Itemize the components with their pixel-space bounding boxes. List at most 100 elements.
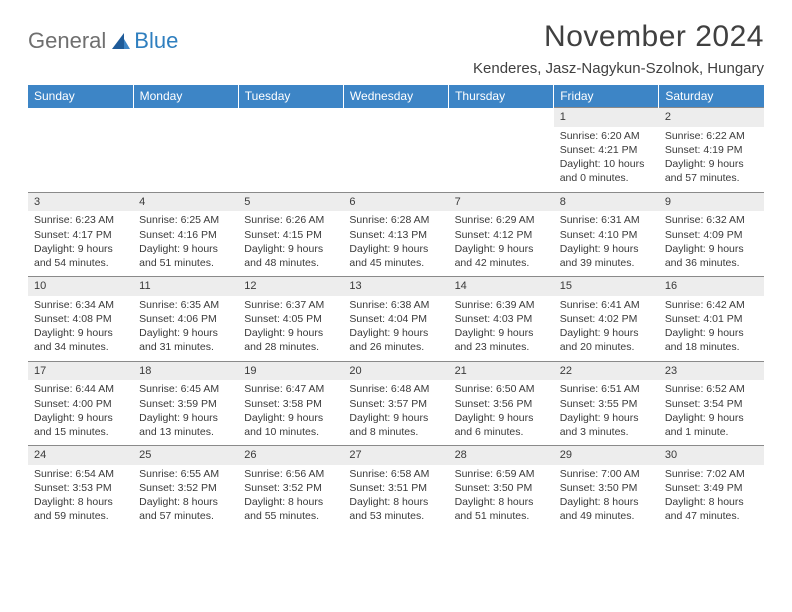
sunset-line: Sunset: 3:52 PM bbox=[244, 481, 337, 495]
day-number: 11 bbox=[139, 280, 150, 292]
day-number: 19 bbox=[244, 365, 256, 377]
day-number-cell: 30 bbox=[659, 446, 764, 465]
logo: General Blue bbox=[28, 28, 178, 54]
daylight-line: Daylight: 9 hours bbox=[349, 411, 442, 425]
day-data-cell: Sunrise: 6:35 AMSunset: 4:06 PMDaylight:… bbox=[133, 296, 238, 361]
day-number-cell: 13 bbox=[343, 277, 448, 296]
week-daynum-row: 24252627282930 bbox=[28, 446, 764, 465]
day-number: 26 bbox=[244, 449, 256, 461]
sunrise-line: Sunrise: 6:39 AM bbox=[455, 298, 548, 312]
daylight-line: and 34 minutes. bbox=[34, 340, 127, 354]
week-daynum-row: 10111213141516 bbox=[28, 277, 764, 296]
daylight-line: and 3 minutes. bbox=[560, 425, 653, 439]
day-data-cell: Sunrise: 7:02 AMSunset: 3:49 PMDaylight:… bbox=[659, 465, 764, 530]
day-number-cell: 16 bbox=[659, 277, 764, 296]
day-header-row: Sunday Monday Tuesday Wednesday Thursday… bbox=[28, 85, 764, 108]
day-data-cell: Sunrise: 6:47 AMSunset: 3:58 PMDaylight:… bbox=[238, 380, 343, 445]
daylight-line: and 0 minutes. bbox=[560, 171, 653, 185]
sunset-line: Sunset: 4:00 PM bbox=[34, 397, 127, 411]
daylight-line: Daylight: 8 hours bbox=[665, 495, 758, 509]
day-data-cell: Sunrise: 6:42 AMSunset: 4:01 PMDaylight:… bbox=[659, 296, 764, 361]
day-number: 3 bbox=[34, 196, 40, 208]
day-number: 13 bbox=[349, 280, 361, 292]
week-daynum-row: 3456789 bbox=[28, 192, 764, 211]
day-data-cell: Sunrise: 6:31 AMSunset: 4:10 PMDaylight:… bbox=[554, 211, 659, 276]
daylight-line: and 20 minutes. bbox=[560, 340, 653, 354]
day-number: 22 bbox=[560, 365, 572, 377]
day-number-cell bbox=[28, 108, 133, 127]
sunrise-line: Sunrise: 6:44 AM bbox=[34, 382, 127, 396]
day-number-cell bbox=[343, 108, 448, 127]
day-header: Friday bbox=[554, 85, 659, 108]
daylight-line: and 8 minutes. bbox=[349, 425, 442, 439]
day-number-cell: 7 bbox=[449, 192, 554, 211]
daylight-line: and 31 minutes. bbox=[139, 340, 232, 354]
daylight-line: and 36 minutes. bbox=[665, 256, 758, 270]
sunset-line: Sunset: 3:52 PM bbox=[139, 481, 232, 495]
day-data-cell: Sunrise: 6:54 AMSunset: 3:53 PMDaylight:… bbox=[28, 465, 133, 530]
day-number: 25 bbox=[139, 449, 151, 461]
day-data-cell: Sunrise: 6:41 AMSunset: 4:02 PMDaylight:… bbox=[554, 296, 659, 361]
day-data-cell: Sunrise: 6:37 AMSunset: 4:05 PMDaylight:… bbox=[238, 296, 343, 361]
day-number-cell: 10 bbox=[28, 277, 133, 296]
daylight-line: Daylight: 9 hours bbox=[455, 326, 548, 340]
day-data-cell: Sunrise: 6:51 AMSunset: 3:55 PMDaylight:… bbox=[554, 380, 659, 445]
day-data-cell: Sunrise: 6:34 AMSunset: 4:08 PMDaylight:… bbox=[28, 296, 133, 361]
sunrise-line: Sunrise: 6:55 AM bbox=[139, 467, 232, 481]
sunrise-line: Sunrise: 6:51 AM bbox=[560, 382, 653, 396]
daylight-line: Daylight: 9 hours bbox=[560, 242, 653, 256]
day-number: 24 bbox=[34, 449, 46, 461]
day-data-cell: Sunrise: 6:20 AMSunset: 4:21 PMDaylight:… bbox=[554, 127, 659, 192]
daylight-line: Daylight: 8 hours bbox=[34, 495, 127, 509]
day-header: Thursday bbox=[449, 85, 554, 108]
day-header: Sunday bbox=[28, 85, 133, 108]
day-number-cell: 4 bbox=[133, 192, 238, 211]
day-number: 8 bbox=[560, 196, 566, 208]
day-number-cell: 19 bbox=[238, 361, 343, 380]
day-data-cell: Sunrise: 6:58 AMSunset: 3:51 PMDaylight:… bbox=[343, 465, 448, 530]
sunset-line: Sunset: 4:03 PM bbox=[455, 312, 548, 326]
sunrise-line: Sunrise: 6:54 AM bbox=[34, 467, 127, 481]
sunrise-line: Sunrise: 6:32 AM bbox=[665, 213, 758, 227]
day-number: 20 bbox=[349, 365, 361, 377]
daylight-line: Daylight: 9 hours bbox=[244, 411, 337, 425]
day-data-cell bbox=[133, 127, 238, 192]
daylight-line: and 59 minutes. bbox=[34, 509, 127, 523]
daylight-line: Daylight: 9 hours bbox=[244, 326, 337, 340]
day-data-cell: Sunrise: 6:32 AMSunset: 4:09 PMDaylight:… bbox=[659, 211, 764, 276]
day-number: 17 bbox=[34, 365, 46, 377]
day-number: 23 bbox=[665, 365, 677, 377]
day-number: 15 bbox=[560, 280, 572, 292]
daylight-line: Daylight: 9 hours bbox=[349, 242, 442, 256]
day-data-cell: Sunrise: 6:48 AMSunset: 3:57 PMDaylight:… bbox=[343, 380, 448, 445]
logo-text-general: General bbox=[28, 28, 106, 54]
sunrise-line: Sunrise: 6:28 AM bbox=[349, 213, 442, 227]
header: General Blue November 2024 Kenderes, Jas… bbox=[28, 20, 764, 77]
daylight-line: and 48 minutes. bbox=[244, 256, 337, 270]
day-number-cell: 21 bbox=[449, 361, 554, 380]
daylight-line: and 57 minutes. bbox=[139, 509, 232, 523]
day-number-cell: 15 bbox=[554, 277, 659, 296]
sunrise-line: Sunrise: 6:34 AM bbox=[34, 298, 127, 312]
sunrise-line: Sunrise: 6:23 AM bbox=[34, 213, 127, 227]
sunrise-line: Sunrise: 6:26 AM bbox=[244, 213, 337, 227]
week-data-row: Sunrise: 6:23 AMSunset: 4:17 PMDaylight:… bbox=[28, 211, 764, 276]
logo-text-blue: Blue bbox=[134, 28, 178, 54]
sunset-line: Sunset: 3:51 PM bbox=[349, 481, 442, 495]
daylight-line: and 15 minutes. bbox=[34, 425, 127, 439]
daylight-line: Daylight: 9 hours bbox=[34, 326, 127, 340]
sunset-line: Sunset: 3:49 PM bbox=[665, 481, 758, 495]
sunrise-line: Sunrise: 6:47 AM bbox=[244, 382, 337, 396]
day-number-cell: 20 bbox=[343, 361, 448, 380]
day-number: 18 bbox=[139, 365, 151, 377]
daylight-line: and 54 minutes. bbox=[34, 256, 127, 270]
day-number: 12 bbox=[244, 280, 256, 292]
daylight-line: Daylight: 9 hours bbox=[665, 242, 758, 256]
day-number-cell: 17 bbox=[28, 361, 133, 380]
day-header: Monday bbox=[133, 85, 238, 108]
month-title: November 2024 bbox=[473, 20, 764, 54]
sunrise-line: Sunrise: 6:41 AM bbox=[560, 298, 653, 312]
daylight-line: Daylight: 9 hours bbox=[665, 326, 758, 340]
sunrise-line: Sunrise: 6:22 AM bbox=[665, 129, 758, 143]
week-data-row: Sunrise: 6:34 AMSunset: 4:08 PMDaylight:… bbox=[28, 296, 764, 361]
